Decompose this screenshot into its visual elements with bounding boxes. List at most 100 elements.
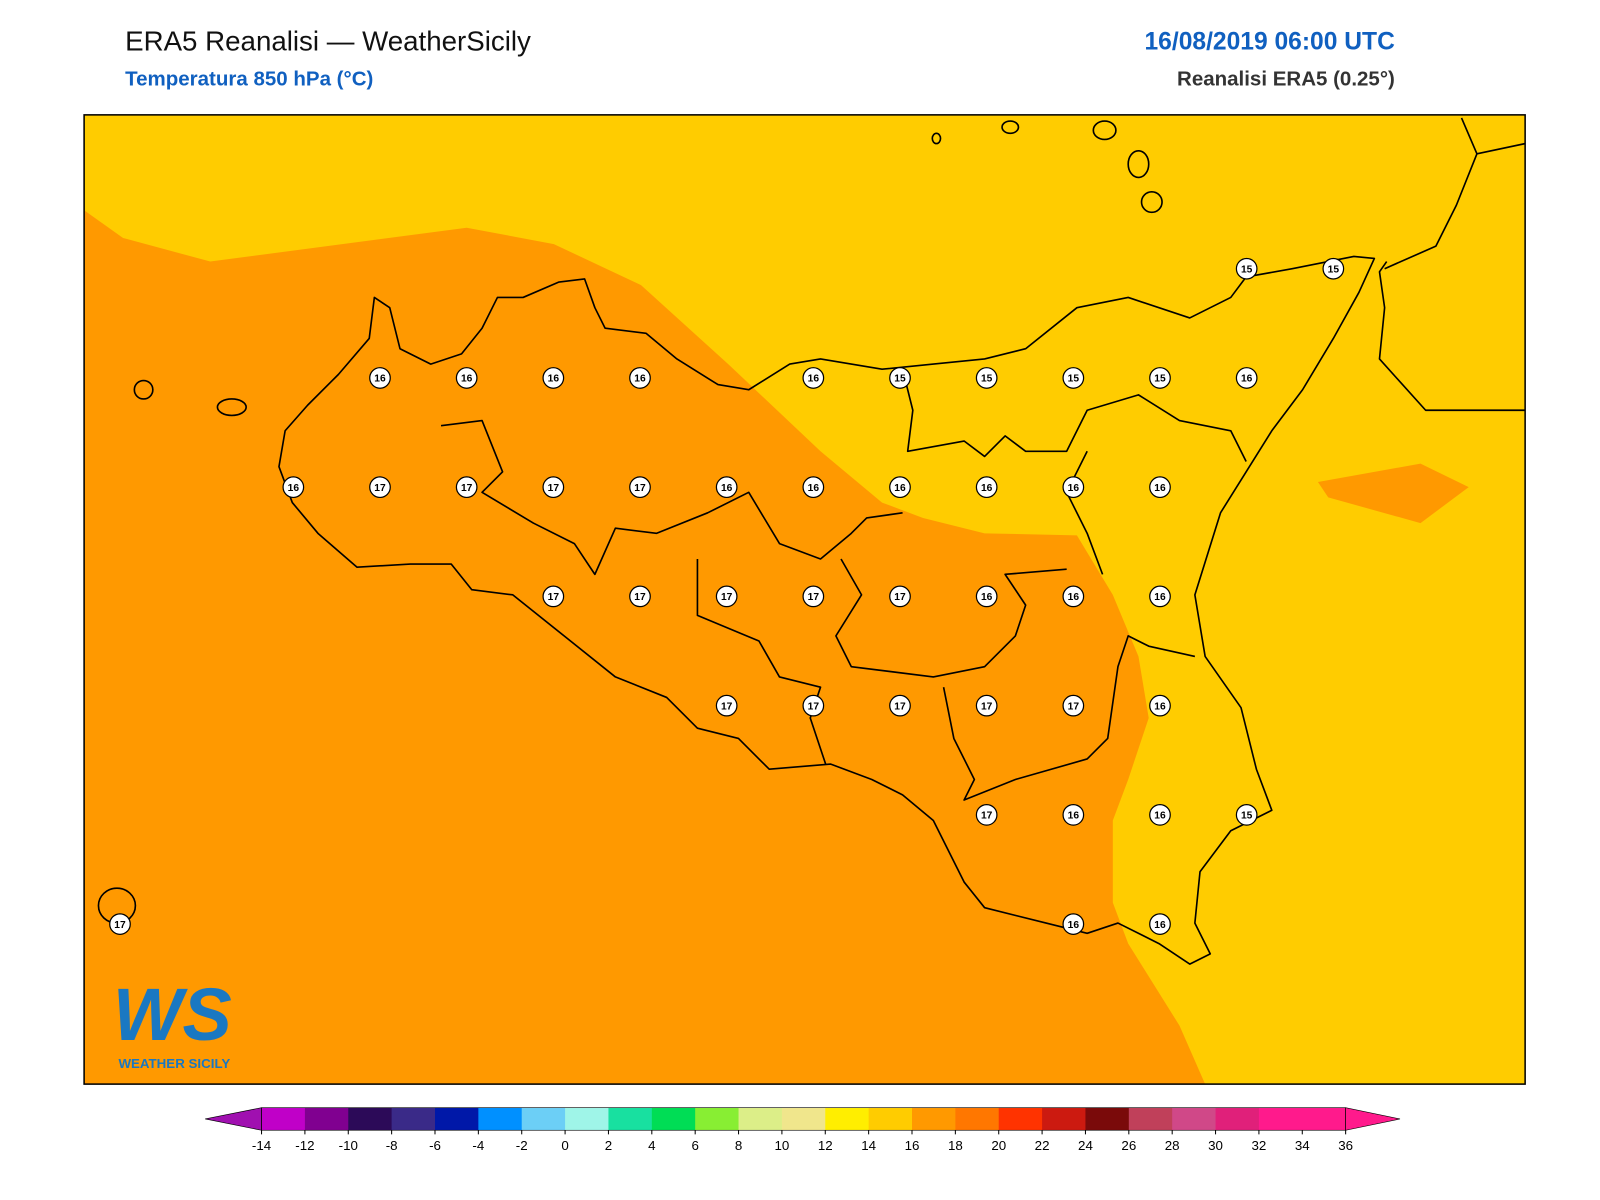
colorbar-tick-label: -6: [429, 1138, 441, 1153]
value-label: 16: [1154, 701, 1166, 712]
colorbar-tick-label: 30: [1208, 1138, 1223, 1153]
value-marker: [1062, 803, 1085, 826]
colorbar-tick-label: 8: [735, 1138, 742, 1153]
value-marker: [889, 585, 911, 608]
island: [1092, 120, 1117, 141]
colorbar-tick-label: 36: [1338, 1138, 1353, 1153]
colorbar-swatch: [348, 1107, 393, 1131]
value-label: 16: [1068, 483, 1080, 494]
value-marker: [109, 913, 131, 935]
colorbar-tick-label: 20: [991, 1138, 1006, 1153]
value-label: 17: [808, 701, 820, 712]
field-orange: [1317, 463, 1469, 524]
colorbar-tick-label: 34: [1295, 1138, 1310, 1153]
value-label: 17: [721, 592, 733, 603]
island: [216, 398, 247, 417]
value-label: 17: [634, 483, 646, 494]
datetime: 16/08/2019 06:00 UTC: [1144, 29, 1395, 56]
value-label: 15: [894, 374, 906, 385]
island: [133, 379, 154, 400]
colorbar: -14 -12 -10 -8 -6 -4 -2 0 2 4 6 8 10 12 14 16 18 20 22 24 26…: [205, 1107, 1401, 1153]
value-label: 16: [548, 374, 560, 385]
value-marker: [1149, 367, 1171, 389]
value-marker: [542, 367, 565, 389]
colorbar-tick-label: -14: [252, 1138, 272, 1153]
value-label: 16: [634, 374, 646, 385]
colorbar-tick-label: 26: [1121, 1138, 1136, 1153]
value-label: 16: [981, 592, 993, 603]
value-label: 15: [1154, 374, 1166, 385]
value-marker: [889, 476, 911, 499]
value-label: 17: [461, 483, 473, 494]
value-marker: [802, 694, 825, 717]
value-label: 15: [1241, 264, 1253, 275]
value-marker: [369, 367, 391, 389]
field-orange: [84, 210, 1206, 1085]
colorbar-tick-label: 14: [861, 1138, 876, 1153]
colorbar-swatch: [912, 1107, 956, 1131]
value-label: 16: [1154, 920, 1166, 931]
value-marker: [1149, 913, 1171, 935]
colorbar-swatch: [1042, 1107, 1086, 1131]
value-label: 16: [1068, 811, 1080, 822]
colorbar-tick-label: 16: [905, 1138, 920, 1153]
colorbar-swatch: [1085, 1107, 1130, 1131]
logo-mark: WS: [113, 973, 232, 1056]
value-label: 17: [981, 811, 993, 822]
value-label: 17: [114, 920, 126, 931]
colorbar-swatch: [738, 1107, 783, 1131]
value-marker: [1062, 913, 1085, 935]
colorbar-tick-label: 28: [1165, 1138, 1180, 1153]
value-marker: [1149, 476, 1171, 499]
colorbar-tick-label: -4: [472, 1138, 484, 1153]
value-marker: [282, 476, 305, 499]
value-marker: [1322, 257, 1345, 280]
value-label: 16: [1154, 592, 1166, 603]
value-label: 16: [981, 483, 993, 494]
value-label: 17: [981, 701, 993, 712]
value-marker: [889, 367, 911, 389]
coastline: [278, 255, 1376, 965]
colorbar-tick-label: 4: [648, 1138, 656, 1153]
value-marker: [629, 585, 651, 608]
colorbar-swatch: [695, 1107, 740, 1131]
colorbar-swatch: [825, 1107, 870, 1131]
logo-name: WEATHER SICILY: [118, 1056, 230, 1071]
colorbar-tick-label: -10: [339, 1138, 358, 1153]
value-label: 17: [1068, 701, 1080, 712]
colorbar-tick-label: -8: [386, 1138, 398, 1153]
colorbar-frame: [261, 1107, 1346, 1131]
province-border: [440, 369, 1247, 801]
colorbar-tick-label: 10: [774, 1138, 789, 1153]
map: 15 15 16 16 16 16 16 15 15 15 15 16 16 17 17 17 17 16 16 16…: [83, 114, 1526, 1085]
value-marker: [629, 476, 651, 499]
value-label: 17: [374, 483, 386, 494]
value-label: 16: [1241, 374, 1253, 385]
colorbar-tick-label: -12: [295, 1138, 314, 1153]
island: [1127, 149, 1150, 179]
value-marker: [455, 476, 478, 499]
value-label: 16: [461, 374, 473, 385]
value-marker: [975, 803, 998, 826]
value-label: 16: [808, 483, 820, 494]
colorbar-over: [1345, 1107, 1401, 1131]
island: [1140, 190, 1163, 214]
colorbar-swatch: [1128, 1107, 1173, 1131]
colorbar-tick-label: -2: [516, 1138, 528, 1153]
value-marker: [1149, 803, 1171, 826]
value-marker: [802, 585, 825, 608]
colorbar-swatch: [781, 1107, 826, 1131]
value-marker: [1062, 585, 1085, 608]
value-marker: [802, 476, 825, 499]
value-marker: [889, 694, 911, 717]
colorbar-tick-label: 0: [561, 1138, 568, 1153]
value-label: 17: [548, 592, 560, 603]
value-label: 17: [894, 592, 906, 603]
title: ERA5 Reanalisi — WeatherSicily: [125, 25, 531, 56]
value-label: 17: [634, 592, 646, 603]
value-marker: [629, 367, 651, 389]
map-frame: [83, 114, 1526, 1085]
source: Reanalisi ERA5 (0.25°): [1177, 67, 1395, 90]
value-marker: [542, 476, 565, 499]
colorbar-swatch: [955, 1107, 1000, 1131]
